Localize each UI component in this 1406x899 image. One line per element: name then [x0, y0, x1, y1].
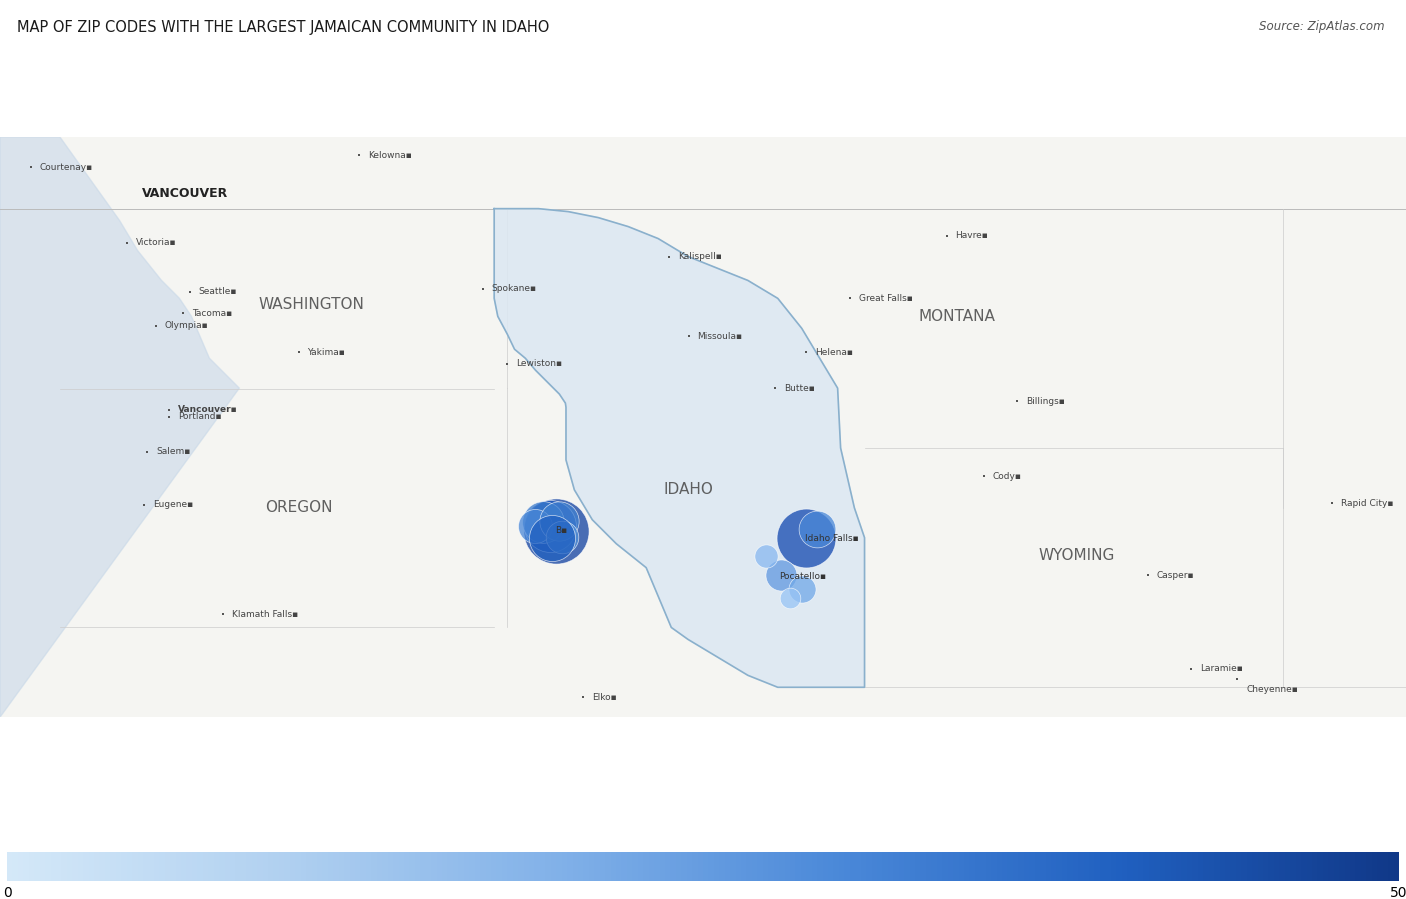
Text: Courtenay▪: Courtenay▪ [39, 163, 93, 172]
Point [538, 519, 561, 533]
Text: Missoula▪: Missoula▪ [697, 332, 742, 341]
Polygon shape [0, 137, 239, 717]
Text: Billings▪: Billings▪ [1026, 396, 1064, 405]
Point [755, 548, 778, 563]
Text: Klamath Falls▪: Klamath Falls▪ [232, 610, 298, 619]
Text: Cody▪: Cody▪ [993, 472, 1022, 481]
Text: Tacoma▪: Tacoma▪ [193, 309, 232, 318]
Text: Kalispell▪: Kalispell▪ [679, 252, 723, 261]
Point [779, 591, 801, 605]
Text: Yakima▪: Yakima▪ [308, 348, 346, 357]
Point [806, 521, 828, 536]
Text: IDAHO: IDAHO [664, 483, 713, 497]
Text: Seattle▪: Seattle▪ [198, 288, 238, 297]
Point [769, 568, 792, 583]
Text: Salem▪: Salem▪ [156, 447, 191, 456]
Point [548, 513, 571, 528]
Text: Spokane▪: Spokane▪ [492, 284, 537, 293]
Text: Lewiston▪: Lewiston▪ [516, 359, 562, 368]
Point [790, 582, 813, 596]
Point [551, 530, 574, 544]
Text: MAP OF ZIP CODES WITH THE LARGEST JAMAICAN COMMUNITY IN IDAHO: MAP OF ZIP CODES WITH THE LARGEST JAMAIC… [17, 20, 550, 35]
Text: Havre▪: Havre▪ [956, 231, 988, 240]
Text: Idaho Falls▪: Idaho Falls▪ [804, 534, 859, 543]
Point [531, 515, 554, 530]
Text: OREGON: OREGON [266, 501, 333, 515]
Text: Victoria▪: Victoria▪ [136, 238, 177, 247]
Text: Rapid City▪: Rapid City▪ [1341, 499, 1393, 508]
Text: VANCOUVER: VANCOUVER [142, 187, 229, 200]
Text: Vancouver▪: Vancouver▪ [179, 405, 238, 414]
Text: Great Falls▪: Great Falls▪ [859, 294, 912, 303]
Text: Helena▪: Helena▪ [815, 348, 853, 357]
Text: B▪: B▪ [555, 526, 568, 535]
Point [794, 530, 817, 545]
Point [524, 519, 547, 533]
Text: WASHINGTON: WASHINGTON [259, 297, 364, 312]
Text: WYOMING: WYOMING [1039, 548, 1115, 563]
Point [540, 530, 562, 545]
Text: Olympia▪: Olympia▪ [165, 322, 208, 331]
Point [546, 523, 568, 538]
Text: Source: ZipAtlas.com: Source: ZipAtlas.com [1260, 20, 1385, 32]
Text: Butte▪: Butte▪ [785, 384, 815, 393]
Text: Cheyenne▪: Cheyenne▪ [1246, 685, 1298, 694]
Text: Elko▪: Elko▪ [592, 693, 616, 702]
Text: Eugene▪: Eugene▪ [153, 501, 194, 510]
Polygon shape [494, 209, 865, 687]
Text: Pocatello▪: Pocatello▪ [779, 572, 827, 581]
Text: MONTANA: MONTANA [920, 309, 995, 324]
Text: Laramie▪: Laramie▪ [1201, 664, 1243, 673]
Text: Kelowna▪: Kelowna▪ [368, 151, 412, 160]
Text: Casper▪: Casper▪ [1157, 571, 1194, 580]
Text: Portland▪: Portland▪ [177, 413, 221, 422]
